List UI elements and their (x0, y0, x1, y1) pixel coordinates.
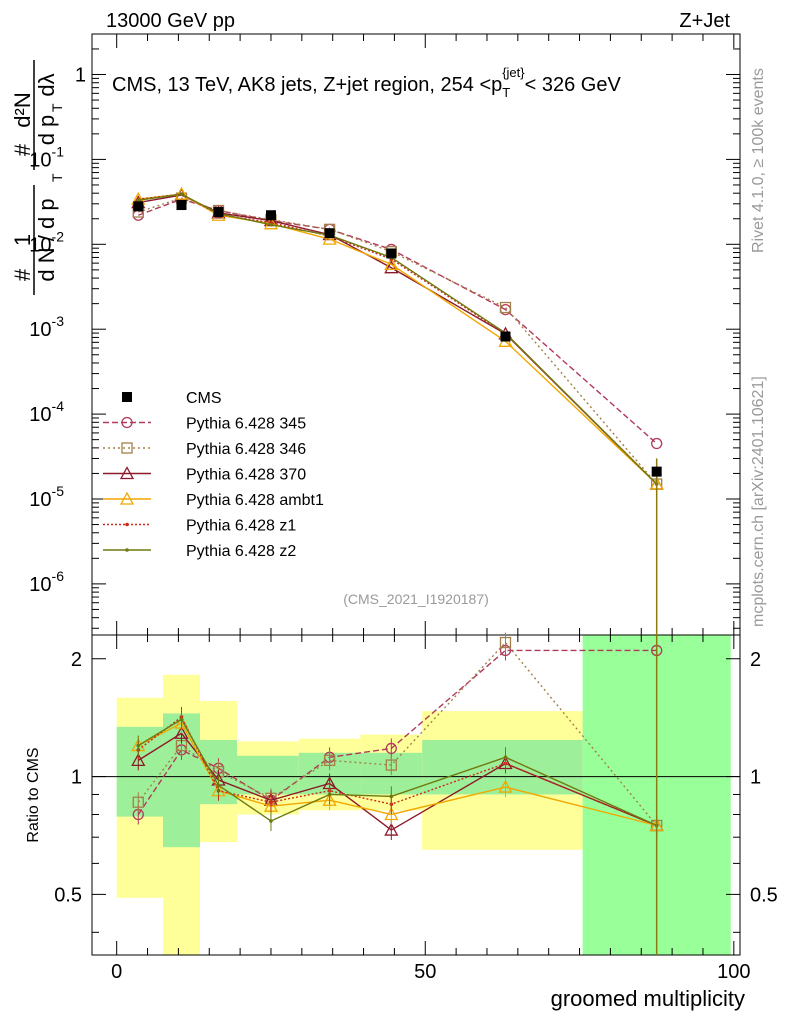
legend-marker (121, 442, 133, 454)
ratio-axes: 0 50 100 0.5 0.5 1 1 2 2 (54, 635, 778, 983)
ratio-line (137, 722, 657, 827)
ratio-marker (323, 754, 336, 767)
ratio-y-tick-label: 1 (71, 767, 82, 789)
data-point (133, 201, 144, 212)
band-green (116, 726, 163, 817)
ratio-line (137, 718, 657, 827)
analysis-tag: (CMS_2021_I1920187) (343, 591, 489, 607)
ratio-marker (131, 753, 146, 767)
data-point (386, 248, 397, 259)
ratio-marker (269, 800, 273, 805)
svg-text:#: # (10, 143, 35, 156)
series-marker (384, 257, 399, 271)
data-point (176, 200, 187, 211)
series-line (138, 193, 658, 485)
y-tick-label: 10-1 (29, 143, 64, 171)
data-point (265, 210, 276, 221)
ratio-marker (174, 725, 189, 739)
legend-label: Pythia 6.428 z2 (186, 543, 296, 560)
ratio-y-tick-label: 2 (750, 649, 761, 671)
legend-marker (119, 491, 135, 505)
ratio-marker (385, 742, 397, 755)
data-point (651, 466, 662, 477)
legend-marker (125, 522, 129, 527)
legend-marker (125, 548, 129, 552)
y-tick-label: 10-3 (29, 313, 64, 341)
ratio-marker (499, 636, 512, 649)
band-green (237, 755, 299, 795)
ratio-marker (498, 779, 513, 793)
svg-text:T: T (49, 173, 65, 182)
ratio-y-tick-label: 2 (71, 649, 82, 671)
svg-text:#: # (10, 268, 35, 281)
legend: CMS Pythia 6.428 345 Pythia 6.428 346 Pythi… (103, 390, 324, 560)
ratio-y-tick-label: 0.5 (750, 884, 778, 906)
ratio-y-tick-label: 1 (750, 767, 761, 789)
plot-title: CMS, 13 TeV, AK8 jets, Z+jet region, 254… (112, 65, 621, 100)
svg-text:d p: d p (34, 115, 59, 146)
series-marker (179, 192, 184, 196)
series-marker (322, 231, 337, 245)
ratio-marker (132, 796, 144, 808)
ratio-marker (389, 794, 394, 799)
data-point (324, 228, 335, 239)
ratio-marker (322, 792, 337, 806)
legend-marker (119, 466, 135, 480)
legend-label: Pythia 6.428 z1 (186, 518, 296, 535)
data-point (213, 207, 224, 218)
legend-label: Pythia 6.428 345 (186, 416, 306, 433)
legend-label: Pythia 6.428 370 (186, 467, 306, 484)
header-right-label: Z+Jet (679, 10, 730, 32)
y-tick-label: 10-4 (29, 398, 64, 426)
ratio-marker (327, 792, 332, 797)
ratio-plot-frame (91, 634, 741, 956)
svg-text:d N / d p: d N / d p (34, 198, 59, 281)
legend-label-data: CMS (186, 390, 222, 407)
main-axes: 10-6 10-5 10-4 10-3 10-2 10-1 1 (29, 33, 740, 635)
y-tick-label: 10-6 (29, 568, 64, 596)
mcplots-label: mcplots.cern.ch [arXiv:2401.10621] (750, 376, 767, 627)
series-line (138, 198, 658, 445)
x-tick-label: 100 (717, 961, 750, 983)
series-marker (499, 301, 512, 314)
x-tick-label: 0 (111, 961, 122, 983)
series-marker (136, 198, 141, 203)
ratio-line (137, 641, 658, 826)
ratio-y-axis-label: Ratio to CMS (25, 747, 42, 842)
ratio-y-tick-label: 0.5 (54, 884, 82, 906)
x-tick-label: 50 (414, 961, 436, 983)
ratio-marker (503, 755, 508, 760)
rivet-label: Rivet 4.1.0, ≥ 100k events (750, 68, 767, 253)
ratio-series-layer (131, 632, 664, 955)
header-left-label: 13000 GeV pp (106, 10, 235, 32)
ratio-marker (136, 743, 141, 748)
series-marker (174, 186, 189, 200)
ratio-marker (384, 807, 399, 821)
main-y-axis-label: # 1 d N / d p T # d²N d p T dλ (10, 60, 65, 295)
ratio-marker (179, 717, 184, 722)
legend-marker-data (122, 392, 132, 402)
series-marker (651, 437, 663, 450)
legend-label: Pythia 6.428 ambt1 (186, 492, 324, 509)
x-axis-label: groomed multiplicity (551, 986, 745, 1011)
y-tick-label: 10-2 (29, 228, 64, 256)
legend-marker (121, 416, 133, 429)
ratio-marker (216, 783, 221, 788)
main-series-layer (131, 186, 664, 635)
ratio-marker (269, 819, 273, 823)
svg-text:d²N: d²N (10, 92, 35, 127)
y-tick-label: 10-5 (29, 483, 64, 511)
svg-text:1: 1 (10, 234, 35, 246)
series-marker (269, 222, 273, 227)
ratio-marker (384, 822, 399, 836)
ratio-uncertainty-bands (116, 635, 731, 955)
legend-label: Pythia 6.428 346 (186, 441, 306, 458)
y-tick-label: 1 (75, 65, 86, 87)
ratio-line (137, 732, 657, 831)
svg-text:T: T (49, 103, 65, 112)
svg-text:dλ: dλ (34, 73, 59, 96)
data-point (500, 331, 511, 342)
ratio-marker (385, 759, 397, 771)
